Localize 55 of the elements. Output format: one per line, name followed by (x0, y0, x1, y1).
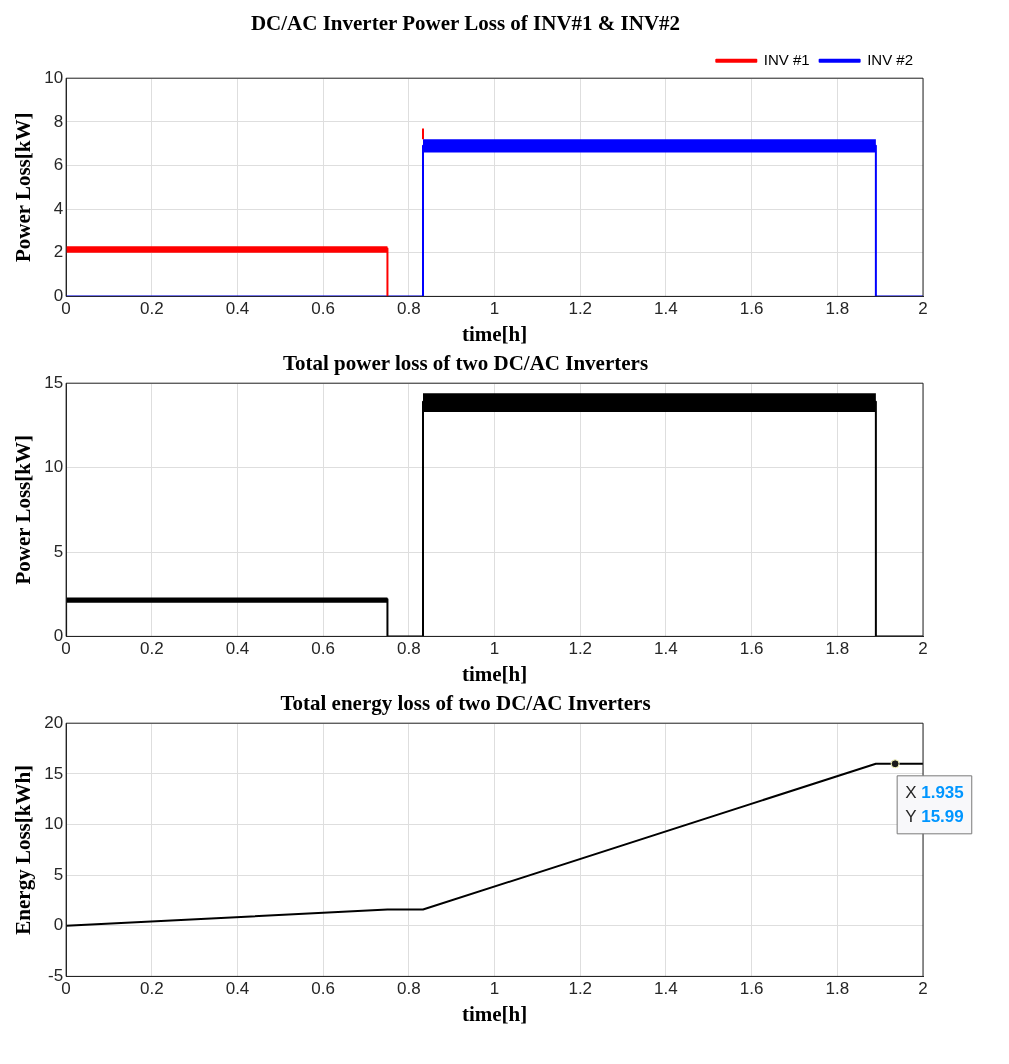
x-tick-label: 2 (918, 639, 928, 659)
x-axis-title: time[h] (461, 321, 528, 346)
x-tick-label: 1 (489, 979, 500, 999)
chart-title: DC/AC Inverter Power Loss of INV#1 & INV#2 (250, 11, 681, 36)
y-tick-label: 8 (53, 111, 64, 131)
x-tick-label: 1.2 (568, 299, 593, 319)
x-tick-label: 2 (918, 299, 928, 319)
x-tick-label: 0.2 (139, 299, 164, 319)
x-tick-label: 1 (489, 639, 500, 659)
legend-label: INV #2 (867, 50, 913, 68)
x-tick-label: 1.2 (568, 639, 593, 659)
y-tick-label: 20 (44, 712, 64, 732)
y-axis-title: Power Loss[kW] (11, 435, 36, 585)
x-tick-label: 1.8 (825, 299, 850, 319)
x-tick-label: 1.4 (654, 979, 678, 999)
y-tick-label: 10 (44, 67, 64, 87)
x-tick-label: 1.8 (825, 639, 850, 659)
chart-title: Total power loss of two DC/AC Inverters (282, 351, 649, 376)
x-tick-label: 1.8 (825, 979, 850, 999)
y-tick-label: 10 (44, 457, 64, 477)
y-tick-label: 10 (44, 814, 64, 834)
x-tick-label: 0.8 (397, 639, 421, 659)
y-tick-label: 5 (53, 864, 64, 884)
x-tick-label: 1 (489, 299, 500, 319)
x-axis-title: time[h] (461, 1001, 528, 1026)
legend-label: INV #1 (763, 50, 810, 68)
x-tick-label: 1.2 (568, 979, 593, 999)
y-tick-label: 15 (44, 763, 64, 783)
x-tick-label: 1.4 (654, 639, 678, 659)
y-tick-label: 2 (53, 242, 64, 262)
x-tick-label: 0.4 (225, 639, 250, 659)
y-axis-title: Energy Loss[kWh] (11, 764, 36, 935)
x-tick-label: 0.2 (139, 979, 164, 999)
y-tick-label: 4 (53, 198, 64, 218)
x-tick-label: 0.6 (311, 639, 335, 659)
x-tick-label: 0.8 (397, 979, 421, 999)
y-tick-label: 5 (53, 541, 64, 561)
chart-title: Total energy loss of two DC/AC Inverters (280, 691, 651, 716)
x-tick-label: 0.2 (139, 639, 164, 659)
x-tick-label: 0.4 (225, 979, 250, 999)
x-tick-label: 1.6 (739, 639, 764, 659)
y-axis-title: Power Loss[kW] (11, 112, 36, 263)
x-tick-label: 0.8 (397, 299, 421, 319)
x-tick-label: 0.6 (311, 299, 335, 319)
x-tick-label: 0.6 (311, 979, 335, 999)
x-tick-label: 1.6 (739, 979, 764, 999)
annotation: X 1.935 Y 15.99 (905, 782, 964, 826)
x-axis-title: time[h] (461, 661, 528, 686)
x-tick-label: 1.6 (739, 299, 764, 319)
x-tick-label: 1.4 (654, 299, 678, 319)
x-tick-label: 0.4 (225, 299, 250, 319)
y-tick-label: 6 (53, 155, 64, 175)
y-tick-label: 0 (53, 915, 64, 935)
y-tick-label: 15 (44, 372, 64, 392)
x-tick-label: 2 (918, 979, 928, 999)
